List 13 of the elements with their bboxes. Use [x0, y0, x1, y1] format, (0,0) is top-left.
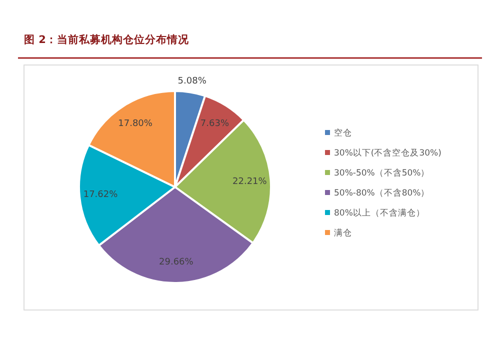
data-label: 22.21%	[232, 176, 268, 187]
legend-label: 30%以下(不含空仓及30%)	[334, 147, 442, 158]
data-label: 29.66%	[159, 257, 194, 268]
data-label: 17.80%	[118, 118, 153, 129]
legend-label: 30%-50%（不含50%）	[334, 167, 430, 178]
chart-title: 图 2：当前私募机构仓位分布情况	[24, 33, 190, 46]
legend-label: 50%-80%（不含80%）	[334, 187, 430, 198]
legend-label: 80%以上（不含满仓）	[334, 207, 425, 218]
data-label: 5.08%	[178, 76, 207, 86]
data-label: 17.62%	[83, 190, 118, 200]
data-label: 7.63%	[200, 118, 230, 129]
legend-label: 满仓	[334, 227, 352, 238]
legend-label: 空仓	[334, 127, 352, 138]
